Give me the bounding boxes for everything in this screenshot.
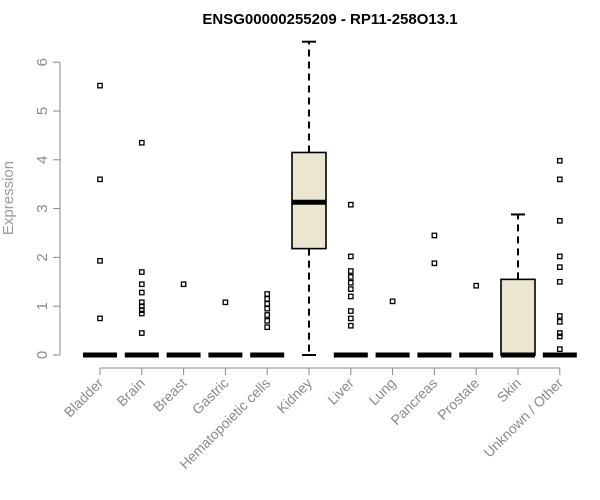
outlier-point bbox=[97, 82, 103, 89]
outlier-point bbox=[556, 333, 563, 340]
outlier-point bbox=[264, 300, 271, 307]
outlier-point bbox=[556, 318, 563, 325]
box-group bbox=[333, 201, 368, 358]
x-tick-label: Breast bbox=[150, 375, 190, 415]
outlier-point bbox=[347, 279, 354, 286]
y-axis: 0 1 2 3 4 5 6 bbox=[34, 58, 61, 359]
outlier-point bbox=[264, 317, 271, 324]
outlier-point bbox=[138, 269, 145, 275]
y-tick-label: 0 bbox=[34, 351, 51, 359]
box-group bbox=[166, 281, 201, 358]
box-group bbox=[208, 299, 243, 358]
y-axis-label: Expression bbox=[0, 161, 17, 235]
outlier-point bbox=[138, 289, 145, 296]
box-group bbox=[500, 213, 536, 358]
outlier-point bbox=[556, 313, 563, 319]
x-tick-label: Brain bbox=[113, 375, 147, 409]
outlier-point bbox=[138, 139, 145, 146]
box-group bbox=[375, 298, 410, 358]
x-tick-label: Bladder bbox=[61, 375, 107, 421]
outlier-point bbox=[138, 307, 145, 313]
outlier-point bbox=[556, 264, 563, 271]
box-group bbox=[542, 157, 577, 358]
outlier-point bbox=[347, 201, 354, 208]
y-tick-label: 1 bbox=[34, 302, 51, 310]
outlier-point bbox=[97, 176, 103, 183]
outlier-point bbox=[264, 305, 271, 312]
outlier-point bbox=[138, 330, 145, 336]
outlier-point bbox=[556, 346, 563, 352]
box-group bbox=[291, 40, 327, 356]
outlier-point bbox=[97, 257, 103, 264]
y-tick-label: 5 bbox=[34, 107, 51, 115]
x-tick-label: Prostate bbox=[434, 375, 482, 423]
outlier-point bbox=[556, 330, 563, 336]
outlier-point bbox=[97, 315, 103, 322]
plot-area bbox=[83, 40, 577, 358]
outlier-point bbox=[473, 282, 480, 289]
outlier-point bbox=[264, 291, 271, 297]
x-tick-label: Lung bbox=[365, 375, 398, 408]
y-tick-label: 6 bbox=[34, 58, 51, 66]
outlier-point bbox=[264, 312, 271, 318]
outlier-point bbox=[264, 296, 271, 302]
outlier-point bbox=[556, 217, 563, 224]
outlier-point bbox=[347, 274, 354, 280]
outlier-point bbox=[347, 293, 354, 300]
outlier-point bbox=[556, 157, 563, 164]
outlier-point bbox=[222, 299, 229, 306]
box-group bbox=[124, 139, 159, 358]
outlier-point bbox=[556, 278, 563, 285]
outlier-point bbox=[347, 253, 354, 260]
box-rect bbox=[500, 278, 536, 356]
box-group bbox=[417, 232, 452, 358]
y-tick-label: 4 bbox=[34, 156, 51, 164]
outlier-point bbox=[347, 268, 354, 274]
y-tick-label: 3 bbox=[34, 204, 51, 212]
chart-title: ENSG00000255209 - RP11-258O13.1 bbox=[202, 11, 457, 28]
outlier-point bbox=[138, 310, 145, 317]
x-tick-label: Liver bbox=[324, 375, 357, 408]
outlier-point bbox=[556, 176, 563, 183]
x-tick-label: Unknown / Other bbox=[480, 375, 566, 461]
outlier-point bbox=[264, 324, 271, 331]
outlier-point bbox=[556, 253, 563, 260]
outlier-point bbox=[431, 260, 438, 267]
outlier-point bbox=[180, 281, 187, 288]
outlier-point bbox=[347, 322, 354, 329]
box-group bbox=[250, 291, 285, 358]
outlier-point bbox=[389, 298, 396, 305]
box-group bbox=[83, 82, 117, 358]
y-tick-label: 2 bbox=[34, 253, 51, 261]
outlier-point bbox=[431, 232, 438, 239]
x-tick-label: Skin bbox=[494, 375, 525, 406]
outlier-point bbox=[347, 308, 354, 314]
box-group bbox=[459, 282, 494, 358]
outlier-point bbox=[347, 286, 354, 292]
x-tick-label: Kidney bbox=[274, 375, 316, 417]
outlier-point bbox=[138, 281, 145, 288]
outlier-point bbox=[347, 315, 354, 322]
